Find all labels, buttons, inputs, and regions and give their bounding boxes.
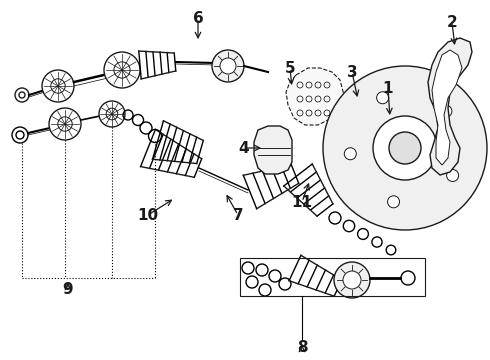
- Polygon shape: [432, 50, 462, 165]
- Text: 4: 4: [239, 140, 249, 156]
- Circle shape: [15, 88, 29, 102]
- Circle shape: [343, 271, 361, 289]
- Circle shape: [51, 79, 65, 93]
- Text: 1: 1: [383, 81, 393, 95]
- Circle shape: [347, 130, 354, 137]
- Circle shape: [372, 122, 379, 129]
- Text: 2: 2: [446, 14, 457, 30]
- Circle shape: [354, 117, 370, 133]
- Circle shape: [334, 262, 370, 298]
- Circle shape: [212, 50, 244, 82]
- Circle shape: [440, 105, 452, 117]
- Circle shape: [338, 101, 386, 149]
- Text: 9: 9: [63, 283, 74, 297]
- Polygon shape: [286, 68, 344, 125]
- Text: 10: 10: [137, 207, 159, 222]
- Text: 5: 5: [285, 60, 295, 76]
- Circle shape: [106, 108, 118, 120]
- Circle shape: [373, 116, 437, 180]
- Text: 6: 6: [193, 10, 203, 26]
- Text: 3: 3: [347, 64, 357, 80]
- Circle shape: [49, 108, 81, 140]
- Circle shape: [220, 58, 236, 74]
- Polygon shape: [254, 126, 292, 174]
- Circle shape: [363, 108, 370, 115]
- Circle shape: [104, 52, 140, 88]
- Circle shape: [114, 62, 130, 78]
- Text: 11: 11: [292, 194, 313, 210]
- Text: 8: 8: [296, 341, 307, 356]
- Circle shape: [347, 113, 354, 120]
- Circle shape: [363, 135, 370, 142]
- Circle shape: [388, 196, 399, 208]
- Bar: [240, 258, 425, 296]
- Text: 7: 7: [233, 207, 244, 222]
- Circle shape: [323, 66, 487, 230]
- Circle shape: [377, 92, 389, 104]
- Circle shape: [42, 70, 74, 102]
- Circle shape: [99, 101, 125, 127]
- Circle shape: [389, 132, 421, 164]
- Circle shape: [446, 170, 459, 181]
- Circle shape: [58, 117, 72, 131]
- Circle shape: [344, 148, 356, 160]
- Polygon shape: [428, 38, 472, 175]
- Circle shape: [19, 92, 25, 98]
